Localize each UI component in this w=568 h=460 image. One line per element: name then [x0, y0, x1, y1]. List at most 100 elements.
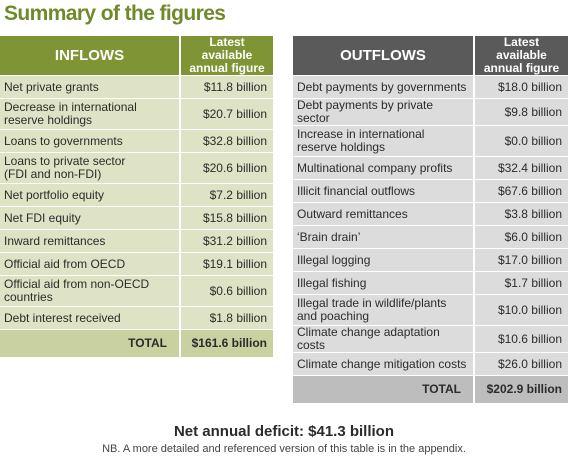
inflows-value-header: Latest available annual figure: [179, 36, 273, 76]
outflows-row: Outward remittances $3.8 billion: [293, 202, 568, 226]
outflows-value-header-line2: annual figure: [483, 61, 560, 75]
outflows-row-label-line: Increase in international: [297, 127, 425, 141]
outflows-row-label-line: and poaching: [297, 309, 370, 323]
inflows-row-value: $20.6 billion: [179, 152, 273, 184]
inflows-row-label: Inward remittances: [0, 229, 180, 253]
inflows-row-label: Debt interest received: [0, 306, 180, 330]
net-deficit: Net annual deficit: $41.3 billion: [173, 423, 395, 440]
inflows-row-label-line: Decrease in international: [4, 100, 137, 114]
outflows-row-label: Outward remittances: [293, 202, 474, 226]
outflows-row-label-line: Multinational company profits: [297, 160, 453, 175]
outflows-row-value: $10.0 billion: [473, 294, 568, 326]
outflows-row-value: $32.4 billion: [473, 156, 568, 180]
outflows-body: Debt payments by governments $18.0 billio…: [293, 75, 568, 404]
inflows-row-label-line: Official aid from non-OECD: [4, 277, 150, 291]
inflows-total-label: TOTAL: [0, 329, 180, 358]
inflows-row: Inward remittances $31.2 billion: [0, 229, 273, 253]
outflows-header: OUTFLOWS: [293, 36, 474, 76]
outflows-row: Climate change adaptation costs $10.6 bil…: [293, 325, 568, 353]
outflows-row-label-line: Illicit financial outflows: [297, 183, 416, 198]
outflows-row-value: $1.7 billion: [473, 271, 568, 295]
outflows-row-value: $17.0 billion: [473, 248, 568, 272]
outflows-row-label-line: Illegal fishing: [297, 275, 367, 290]
outflows-value-header-line1: Latest available: [496, 35, 547, 62]
inflows-row: Debt interest received $1.8 billion: [0, 306, 273, 330]
outflows-row: Debt payments by private sector $9.8 bill…: [293, 98, 568, 126]
outflows-row-label: Illegal logging: [293, 248, 474, 272]
inflows-table: INFLOWS Latest available annual figure N…: [0, 36, 273, 358]
footnote: NB. A more detailed and referenced versi…: [102, 443, 466, 455]
outflows-row-label: Illegal fishing: [293, 271, 474, 295]
outflows-row: Climate change mitigation costs $26.0 bil…: [293, 352, 568, 376]
inflows-row-label: Decrease in international reserve holding…: [0, 98, 180, 130]
outflows-row-value: $9.8 billion: [473, 98, 568, 126]
outflows-row-label: Illicit financial outflows: [293, 179, 474, 203]
outflows-row-label: Climate change adaptation costs: [293, 325, 474, 353]
inflows-row-value: $20.7 billion: [179, 98, 273, 130]
outflows-row-label-line: ‘Brain drain’: [297, 229, 361, 244]
inflows-row-label: Loans to private sector (FDI and non-FDI): [0, 152, 180, 184]
inflows-row-label: Official aid from non-OECD countries: [0, 275, 180, 307]
outflows-row-label-line: Debt payments by private sector: [297, 98, 434, 125]
inflows-row-label-line: Net portfolio equity: [4, 187, 105, 202]
inflows-row-label: Net portfolio equity: [0, 183, 180, 207]
outflows-row: Illegal fishing $1.7 billion: [293, 271, 568, 295]
outflows-row-value: $26.0 billion: [473, 352, 568, 376]
outflows-row-label: Debt payments by private sector: [293, 98, 474, 126]
inflows-total-row: TOTAL $161.6 billion: [0, 329, 273, 358]
outflows-row-label-line: reserve holdings: [297, 140, 386, 154]
outflows-row-label-line: Climate change mitigation costs: [297, 356, 467, 371]
inflows-row-label-line: reserve holdings: [4, 113, 93, 127]
outflows-row-value: $18.0 billion: [473, 75, 568, 99]
inflows-row-label-line: Inward remittances: [4, 233, 106, 248]
outflows-row: ‘Brain drain’ $6.0 billion: [293, 225, 568, 249]
outflows-value-header: Latest available annual figure: [473, 35, 568, 76]
page-title: Summary of the figures: [4, 2, 226, 25]
inflows-row-value: $7.2 billion: [179, 183, 273, 207]
inflows-row-label-line: Debt interest received: [4, 310, 121, 325]
outflows-row-value: $6.0 billion: [473, 225, 568, 249]
outflows-row-label: Illegal trade in wildlife/plants and poac…: [293, 294, 474, 326]
outflows-row-label-line: Debt payments by governments: [297, 79, 467, 94]
outflows-total-value: $202.9 billion: [473, 375, 568, 404]
inflows-row-value: $0.6 billion: [179, 275, 273, 307]
inflows-row-label: Net FDI equity: [0, 206, 180, 230]
outflows-row-label: Increase in international reserve holding…: [293, 125, 474, 157]
outflows-row-label-line: Illegal trade in wildlife/plants: [297, 296, 447, 310]
inflows-row-label-line: Loans to private sector: [4, 154, 126, 168]
inflows-row-label-line: (FDI and non-FDI): [4, 167, 102, 181]
outflows-row: Increase in international reserve holding…: [293, 125, 568, 157]
inflows-row-label-line: Loans to governments: [4, 133, 123, 148]
outflows-row-label: ‘Brain drain’: [293, 225, 474, 249]
outflows-row-value: $0.0 billion: [473, 125, 568, 157]
inflows-row-value: $32.8 billion: [179, 129, 273, 153]
outflows-row: Illegal logging $17.0 billion: [293, 248, 568, 272]
outflows-total-label: TOTAL: [293, 375, 474, 404]
outflows-row: Multinational company profits $32.4 billi…: [293, 156, 568, 180]
inflows-row-label-line: Net FDI equity: [4, 210, 81, 225]
inflows-total-value: $161.6 billion: [179, 329, 273, 358]
outflows-row: Debt payments by governments $18.0 billio…: [293, 75, 568, 99]
inflows-header-row: INFLOWS Latest available annual figure: [0, 36, 273, 76]
inflows-value-header-line2: annual figure: [189, 61, 265, 75]
inflows-row-label: Loans to governments: [0, 129, 180, 153]
inflows-row: Decrease in international reserve holding…: [0, 98, 273, 130]
inflows-row-value: $19.1 billion: [179, 252, 273, 276]
outflows-row-value: $67.6 billion: [473, 179, 568, 203]
outflows-row-label: Multinational company profits: [293, 156, 474, 180]
inflows-row-value: $31.2 billion: [179, 229, 273, 253]
outflows-total-row: TOTAL $202.9 billion: [293, 375, 568, 404]
inflows-row: Official aid from non-OECD countries $0.6 …: [0, 275, 273, 307]
outflows-row-value: $3.8 billion: [473, 202, 568, 226]
outflows-row-label-line: Climate change adaptation costs: [297, 325, 440, 352]
outflows-row: Illegal trade in wildlife/plants and poac…: [293, 294, 568, 326]
inflows-body: Net private grants $11.8 billion Decrease …: [0, 75, 273, 358]
outflows-row-label: Debt payments by governments: [293, 75, 474, 99]
outflows-row-label: Climate change mitigation costs: [293, 352, 474, 376]
outflows-row-value: $10.6 billion: [473, 325, 568, 353]
outflows-table: OUTFLOWS Latest available annual figure …: [293, 36, 568, 404]
inflows-row-label: Net private grants: [0, 75, 180, 99]
inflows-row-label-line: countries: [4, 290, 53, 304]
inflows-row-label-line: Official aid from OECD: [4, 256, 126, 271]
inflows-row: Loans to governments $32.8 billion: [0, 129, 273, 153]
